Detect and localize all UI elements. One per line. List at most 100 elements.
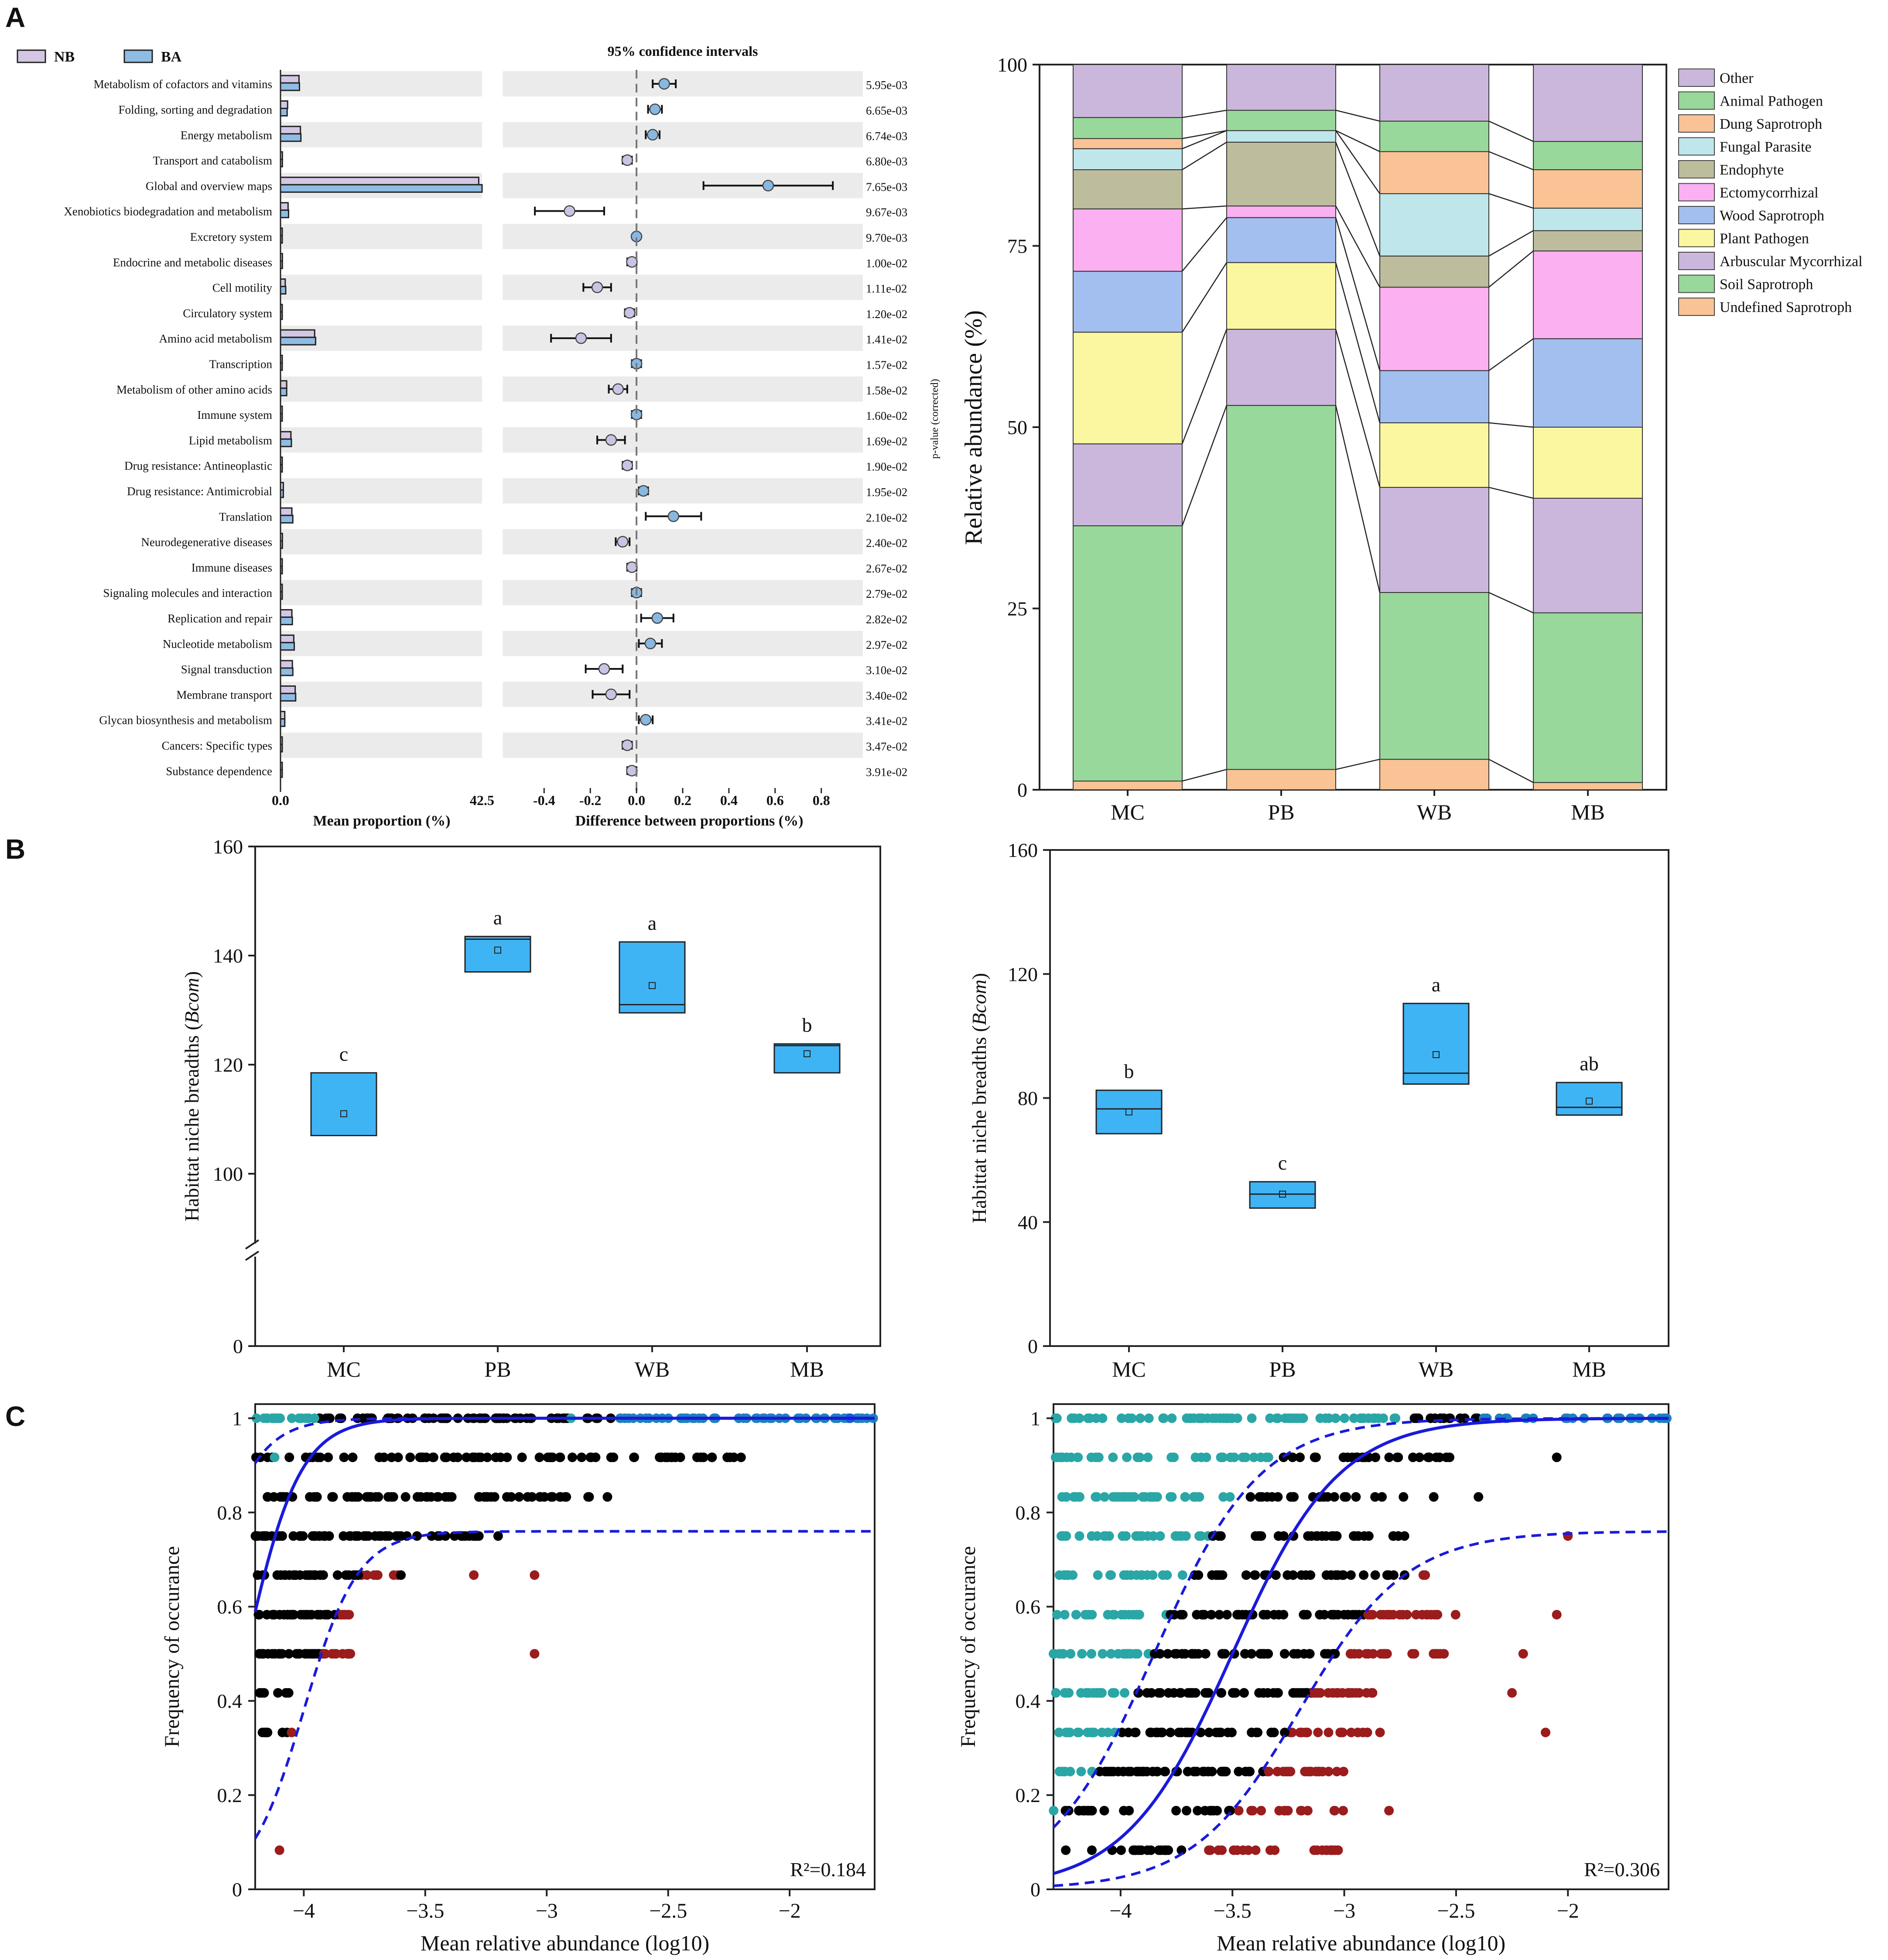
taxon-point: [302, 1649, 312, 1659]
taxon-point: [1183, 1767, 1193, 1777]
plot-frame: [1053, 1403, 1669, 1890]
taxon-point: [1196, 1531, 1206, 1541]
taxon-point: [1098, 1649, 1108, 1659]
taxon-point: [1120, 1610, 1130, 1620]
taxon-point: [1346, 1570, 1356, 1580]
taxon-point: [472, 1531, 482, 1541]
row-stripe-right: [503, 580, 863, 606]
difference-point: [637, 485, 650, 497]
taxon-point: [1152, 1767, 1162, 1777]
y-tick-label: 0.2: [217, 1784, 243, 1806]
taxon-point: [474, 1492, 484, 1502]
legend-label: Arbuscular Mycorrhizal: [1720, 254, 1863, 270]
y-tick-label: 40: [1018, 1211, 1038, 1234]
taxon-point: [1231, 1688, 1241, 1698]
lower-ci-curve: [254, 1530, 875, 1840]
outlier-point: [1384, 1806, 1394, 1816]
connector-line: [1488, 120, 1534, 142]
category-label: Immune system: [197, 408, 272, 421]
taxon-point: [1273, 1413, 1283, 1423]
box-mean-marker: [1586, 1097, 1593, 1105]
plot-frame: [254, 1403, 876, 1890]
taxon-point: [1301, 1727, 1311, 1737]
stack-segment: [1073, 169, 1183, 209]
difference-point: [591, 281, 603, 293]
bar-nb: [280, 507, 293, 516]
taxon-point: [1278, 1767, 1288, 1777]
outlier-point: [1552, 1610, 1562, 1620]
box-mean-marker: [804, 1050, 811, 1057]
taxon-point: [1145, 1727, 1155, 1737]
significance-letter: a: [648, 912, 657, 934]
taxon-point: [1450, 1610, 1460, 1620]
box-mean-marker: [1125, 1108, 1132, 1116]
p-value: 2.82e-02: [866, 613, 907, 626]
taxon-point: [1066, 1452, 1076, 1462]
taxon-point: [1433, 1610, 1443, 1620]
taxon-point: [1207, 1767, 1217, 1777]
outlier-point: [372, 1570, 382, 1580]
x-tick-label: WB: [635, 1357, 670, 1381]
taxon-point: [583, 1492, 593, 1502]
connector-line: [1182, 217, 1227, 272]
stack-segment: [1073, 138, 1183, 149]
row-stripe-right: [503, 478, 863, 504]
taxon-point: [1225, 1492, 1235, 1502]
taxon-point: [1377, 1492, 1387, 1502]
taxon-point: [1232, 1413, 1242, 1423]
difference-point: [605, 434, 617, 446]
taxon-point: [1206, 1610, 1216, 1620]
taxon-point: [1177, 1845, 1187, 1855]
taxon-point: [1050, 1413, 1060, 1423]
taxon-point: [1263, 1688, 1273, 1698]
y-axis-label: Frequency of occurance: [957, 1546, 980, 1747]
taxon-point: [1135, 1413, 1145, 1423]
taxon-point: [311, 1492, 322, 1502]
box: [1556, 1082, 1623, 1116]
taxon-point: [1320, 1649, 1330, 1659]
stack-segment: [1533, 64, 1643, 142]
taxon-point: [1171, 1806, 1181, 1816]
taxon-point: [1137, 1570, 1147, 1580]
taxon-point: [1187, 1649, 1197, 1659]
taxon-point: [1167, 1413, 1177, 1423]
box-mean-marker: [494, 946, 501, 954]
taxon-point: [514, 1492, 524, 1502]
taxon-point: [1065, 1727, 1075, 1737]
taxon-point: [257, 1531, 267, 1541]
taxon-point: [312, 1452, 322, 1462]
r-squared-label: R²=0.306: [1584, 1858, 1660, 1881]
y-tick-label: 50: [1007, 416, 1027, 439]
taxon-point: [1348, 1688, 1358, 1698]
taxon-point: [1118, 1767, 1129, 1777]
taxon-point: [1354, 1688, 1364, 1698]
outlier-point: [1474, 1492, 1484, 1502]
p-value: 9.70e-03: [866, 231, 907, 244]
taxon-point: [1256, 1649, 1266, 1659]
difference-point: [575, 332, 587, 344]
taxon-point: [1426, 1413, 1436, 1423]
stack-segment: [1533, 497, 1643, 613]
p-value: 5.95e-03: [866, 79, 907, 92]
legend-label: Plant Pathogen: [1720, 231, 1809, 247]
bar-ba: [280, 209, 289, 219]
difference-point: [626, 256, 638, 268]
outlier-point: [1071, 1492, 1081, 1502]
taxon-point: [1367, 1688, 1377, 1698]
connector-line: [1335, 130, 1380, 152]
difference-point: [621, 739, 633, 751]
taxon-point: [1211, 1413, 1221, 1423]
outlier-point: [396, 1570, 406, 1580]
left-x-label: Mean proportion (%): [313, 813, 451, 829]
taxon-point: [462, 1452, 472, 1462]
stack-segment: [1379, 487, 1489, 593]
y-tick-label: 120: [213, 1054, 243, 1076]
taxon-point: [1106, 1649, 1116, 1659]
row-stripe-left: [280, 274, 482, 300]
taxon-point: [1181, 1531, 1191, 1541]
p-value: 2.67e-02: [866, 562, 907, 575]
x-tick-label: −2: [779, 1899, 801, 1922]
y-tick-label: 75: [1007, 235, 1027, 257]
stack-segment: [1073, 117, 1183, 139]
taxon-point: [1238, 1610, 1248, 1620]
